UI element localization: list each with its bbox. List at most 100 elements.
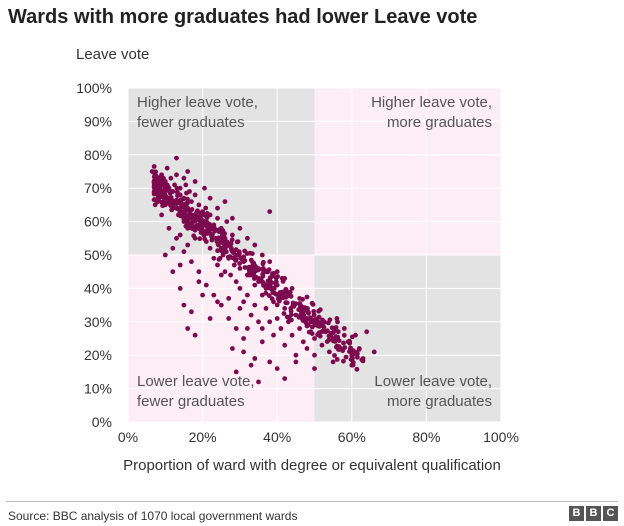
data-point: [177, 286, 183, 291]
data-point: [287, 289, 293, 295]
y-tick-label: 90%: [84, 113, 112, 129]
footer-divider: [6, 501, 618, 502]
data-point: [189, 259, 194, 265]
data-point: [185, 169, 191, 174]
data-point: [231, 262, 237, 268]
point-layer: [149, 155, 377, 385]
data-point: [287, 293, 292, 299]
data-point: [220, 228, 226, 234]
data-point: [215, 248, 221, 254]
data-point: [261, 259, 266, 265]
data-point: [300, 296, 305, 302]
quadrant-label-line: more graduates: [387, 393, 492, 410]
data-point: [159, 212, 165, 218]
data-point: [273, 279, 279, 285]
data-point: [280, 295, 286, 301]
data-point: [330, 359, 336, 365]
data-point: [222, 199, 228, 205]
data-point: [233, 369, 239, 375]
data-point: [176, 198, 181, 204]
data-point: [311, 309, 317, 314]
data-point: [185, 326, 191, 331]
quadrant-label-line: Higher leave vote,: [371, 94, 492, 111]
data-point: [229, 245, 234, 251]
data-point: [341, 332, 347, 338]
data-point: [185, 242, 191, 248]
data-point: [226, 296, 232, 301]
data-point: [215, 299, 220, 305]
data-point: [200, 292, 206, 298]
data-point: [218, 235, 224, 240]
data-point: [172, 182, 178, 188]
data-point: [317, 330, 322, 335]
data-point: [237, 286, 243, 291]
y-tick-label: 20%: [84, 347, 112, 363]
data-point: [259, 339, 265, 345]
data-point: [341, 358, 346, 364]
data-point: [281, 311, 287, 316]
data-point: [317, 333, 323, 339]
data-point: [267, 359, 273, 365]
data-point: [335, 319, 340, 325]
data-point: [185, 196, 190, 202]
data-point: [226, 316, 232, 321]
data-point: [192, 179, 198, 184]
data-point: [162, 197, 168, 203]
data-point: [327, 349, 332, 355]
data-point: [190, 212, 196, 218]
data-point: [253, 274, 259, 280]
data-point: [218, 272, 224, 278]
data-point: [250, 267, 255, 273]
data-point: [256, 319, 261, 325]
data-point: [326, 320, 331, 326]
data-point: [297, 326, 302, 331]
data-point: [319, 342, 325, 348]
data-point: [324, 339, 330, 344]
data-point: [166, 187, 172, 193]
data-point: [196, 269, 202, 275]
data-point: [192, 332, 198, 338]
data-point: [312, 352, 317, 358]
scatter-chart: Higher leave vote, fewer graduatesHigher …: [76, 80, 519, 445]
data-point: [218, 302, 224, 308]
bbc-logo: B B C: [569, 506, 618, 521]
data-point: [239, 256, 245, 262]
data-point: [266, 293, 272, 298]
data-point: [282, 306, 288, 311]
data-point: [170, 269, 176, 275]
quadrant-label-top-right: Higher leave vote, more graduates: [371, 94, 492, 131]
data-point: [278, 326, 284, 331]
data-point: [312, 336, 317, 341]
data-point: [162, 252, 168, 258]
data-point: [349, 334, 355, 340]
source-note: Source: BBC analysis of 1070 local gover…: [8, 509, 298, 523]
data-point: [187, 214, 193, 220]
x-tick-label: 20%: [189, 429, 217, 445]
data-point: [177, 232, 183, 238]
data-point: [270, 271, 275, 276]
data-point: [208, 223, 214, 229]
data-point: [210, 232, 215, 238]
y-tick-label: 100%: [76, 80, 112, 96]
data-point: [288, 312, 294, 318]
data-point: [252, 302, 258, 308]
data-point: [353, 350, 359, 355]
data-point: [235, 252, 241, 258]
data-point: [321, 324, 327, 330]
x-tick-label: 100%: [483, 429, 519, 445]
data-point: [290, 300, 296, 306]
data-point: [231, 255, 237, 261]
data-point: [198, 212, 203, 218]
data-point: [277, 290, 283, 295]
data-point: [265, 269, 270, 275]
data-point: [233, 279, 239, 285]
data-point: [304, 346, 310, 351]
data-point: [283, 290, 289, 296]
x-tick-label: 60%: [338, 429, 366, 445]
data-point: [333, 334, 339, 339]
data-point: [164, 165, 170, 171]
data-point: [194, 225, 200, 231]
data-point: [252, 356, 258, 361]
data-point: [274, 366, 280, 371]
data-point: [230, 346, 235, 351]
